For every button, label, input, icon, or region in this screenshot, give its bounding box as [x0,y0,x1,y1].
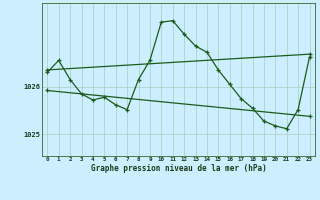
X-axis label: Graphe pression niveau de la mer (hPa): Graphe pression niveau de la mer (hPa) [91,164,266,173]
